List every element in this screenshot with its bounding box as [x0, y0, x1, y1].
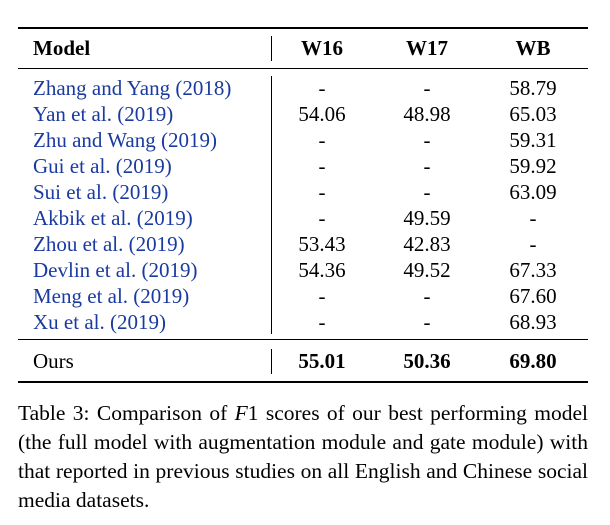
row-model[interactable]: Meng et al. (2019): [33, 284, 190, 308]
row-w17: 42.83: [403, 232, 451, 256]
row-model[interactable]: Xu et al. (2019): [33, 310, 166, 334]
row-w17: -: [423, 76, 431, 100]
row-model[interactable]: Sui et al. (2019): [33, 180, 169, 204]
row-w16: -: [318, 128, 326, 152]
row-model[interactable]: Devlin et al. (2019): [33, 258, 198, 282]
row-model[interactable]: Yan et al. (2019): [33, 102, 174, 126]
row-wb: 67.60: [509, 284, 557, 308]
header-separator: [271, 36, 272, 61]
ours-w17: 50.36: [403, 349, 451, 373]
row-wb: 68.93: [509, 310, 557, 334]
row-w17: 48.98: [403, 102, 451, 126]
caption-metric: F: [234, 401, 248, 425]
ours-rule: [18, 339, 588, 340]
row-w16: -: [318, 180, 326, 204]
ours-w16: 55.01: [298, 349, 346, 373]
row-model[interactable]: Zhang and Yang (2018): [33, 76, 232, 100]
ours-wb: 69.80: [509, 349, 557, 373]
caption-prefix: Table 3: Comparison of: [18, 401, 235, 425]
row-wb: 67.33: [509, 258, 557, 282]
row-wb: 59.92: [509, 154, 557, 178]
row-w16: 54.36: [298, 258, 346, 282]
header-model: Model: [33, 36, 91, 60]
header-w17: W17: [406, 36, 448, 60]
row-wb: 65.03: [509, 102, 557, 126]
bottom-rule: [18, 381, 588, 383]
caption-rest: 1 scores of our best performing model (t…: [18, 401, 588, 512]
row-wb: -: [529, 206, 537, 230]
row-model[interactable]: Gui et al. (2019): [33, 154, 172, 178]
row-w17: -: [423, 154, 431, 178]
row-wb: -: [529, 232, 537, 256]
row-w16: -: [318, 310, 326, 334]
row-w17: -: [423, 128, 431, 152]
row-w17: -: [423, 284, 431, 308]
ours-separator: [271, 349, 272, 374]
row-w17: 49.59: [403, 206, 451, 230]
top-rule: [18, 27, 588, 29]
header-rule: [18, 68, 588, 69]
row-model[interactable]: Akbik et al. (2019): [33, 206, 193, 230]
row-w16: 53.43: [298, 232, 346, 256]
row-wb: 63.09: [509, 180, 557, 204]
table-caption: Table 3: Comparison of F1 scores of our …: [18, 399, 588, 515]
row-w16: -: [318, 76, 326, 100]
row-wb: 58.79: [509, 76, 557, 100]
row-w16: -: [318, 206, 326, 230]
row-w17: -: [423, 180, 431, 204]
body-separator: [271, 76, 272, 334]
header-w16: W16: [301, 36, 343, 60]
row-wb: 59.31: [509, 128, 557, 152]
row-w16: -: [318, 154, 326, 178]
row-model[interactable]: Zhou et al. (2019): [33, 232, 185, 256]
ours-model: Ours: [33, 349, 74, 373]
row-w17: -: [423, 310, 431, 334]
row-w16: 54.06: [298, 102, 346, 126]
header-wb: WB: [515, 36, 551, 60]
row-w17: 49.52: [403, 258, 451, 282]
row-w16: -: [318, 284, 326, 308]
row-model[interactable]: Zhu and Wang (2019): [33, 128, 217, 152]
